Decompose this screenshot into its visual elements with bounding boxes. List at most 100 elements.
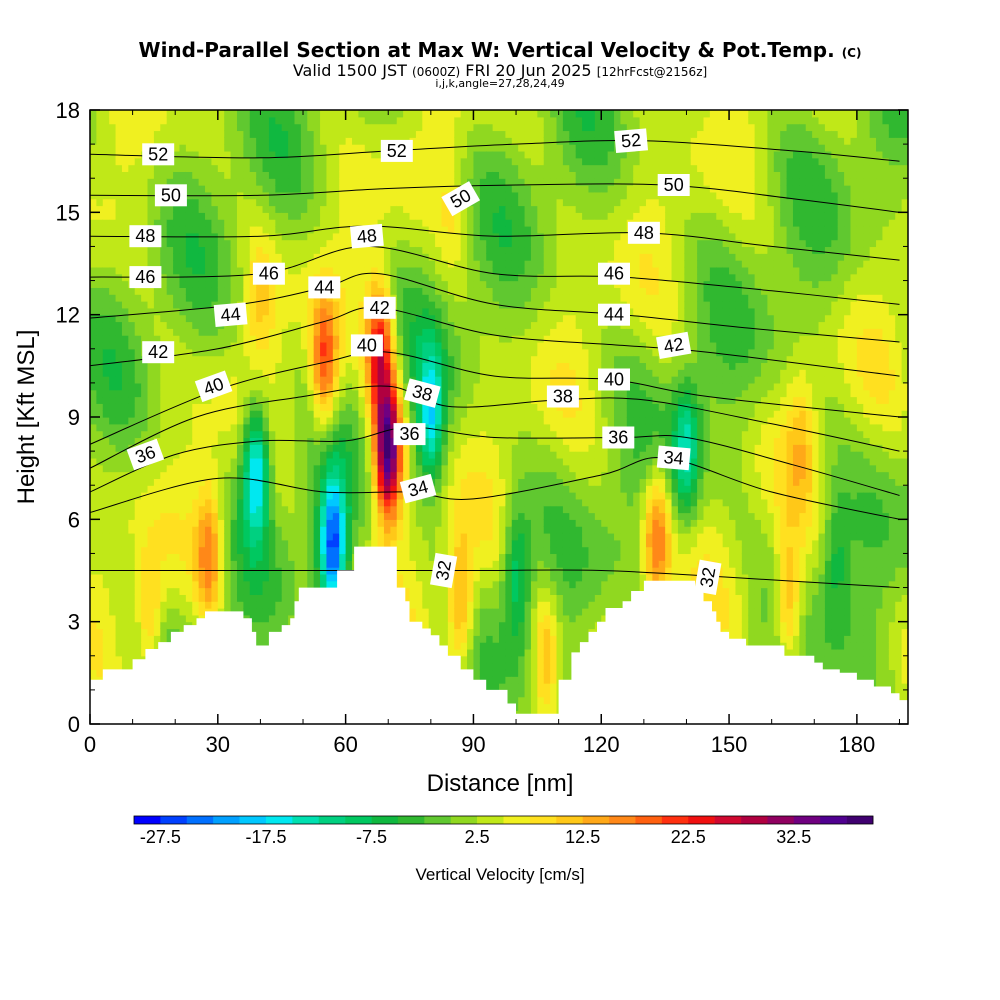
field-cell xyxy=(134,314,142,323)
field-cell xyxy=(211,437,219,445)
field-cell xyxy=(364,110,372,118)
field-cell xyxy=(288,246,296,254)
field-cell xyxy=(288,451,296,459)
field-cell xyxy=(415,287,423,295)
field-cell xyxy=(281,130,289,138)
field-cell xyxy=(428,608,436,616)
field-cell xyxy=(179,219,187,227)
field-cell xyxy=(115,137,123,145)
field-cell xyxy=(205,355,213,364)
field-cell xyxy=(141,505,149,514)
field-cell xyxy=(147,314,155,323)
field-cell xyxy=(173,587,181,595)
field-cell xyxy=(403,280,411,288)
field-cell xyxy=(275,498,283,507)
field-cell xyxy=(307,328,315,336)
field-cell xyxy=(262,164,270,172)
field-cell xyxy=(339,307,347,316)
field-cell xyxy=(102,546,110,555)
field-cell xyxy=(141,553,149,561)
field-cell xyxy=(166,444,174,452)
field-cell xyxy=(128,539,136,548)
field-cell xyxy=(179,123,187,132)
field-cell xyxy=(102,348,110,357)
field-cell xyxy=(371,321,379,329)
field-cell xyxy=(345,492,353,500)
field-cell xyxy=(198,198,206,207)
field-cell xyxy=(147,498,155,507)
field-cell xyxy=(256,498,264,507)
field-cell xyxy=(390,464,398,473)
field-cell xyxy=(396,328,404,336)
field-cell xyxy=(409,164,417,172)
field-cell xyxy=(281,260,289,268)
field-cell xyxy=(121,532,129,541)
field-cell xyxy=(160,396,168,404)
field-cell xyxy=(294,532,302,541)
field-cell xyxy=(217,280,225,288)
field-cell xyxy=(96,376,104,384)
field-cell xyxy=(403,335,411,343)
field-cell xyxy=(198,185,206,193)
field-cell xyxy=(217,512,225,520)
field-cell xyxy=(339,144,347,152)
field-cell xyxy=(102,587,110,595)
field-cell xyxy=(345,444,353,452)
field-cell xyxy=(364,437,372,445)
field-cell xyxy=(256,314,264,323)
field-cell xyxy=(403,301,411,309)
field-cell xyxy=(179,417,187,425)
field-cell xyxy=(390,246,398,254)
field-cell xyxy=(345,321,353,329)
field-cell xyxy=(230,328,238,336)
field-cell xyxy=(166,492,174,500)
field-cell xyxy=(141,314,149,323)
field-cell xyxy=(313,348,321,357)
field-cell xyxy=(121,321,129,329)
field-cell xyxy=(326,348,334,357)
field-cell xyxy=(268,553,276,561)
field-cell xyxy=(141,498,149,507)
field-cell xyxy=(345,287,353,295)
field-cell xyxy=(141,382,149,391)
field-cell xyxy=(422,130,430,138)
field-cell xyxy=(313,321,321,329)
field-cell xyxy=(383,198,391,207)
field-cell xyxy=(390,123,398,132)
field-cell xyxy=(224,260,232,268)
field-cell xyxy=(96,110,104,118)
field-cell xyxy=(90,478,97,486)
field-cell xyxy=(396,382,404,391)
field-cell xyxy=(102,417,110,425)
field-cell xyxy=(371,369,379,377)
field-cell xyxy=(96,362,104,370)
field-cell xyxy=(109,246,117,254)
field-cell xyxy=(256,478,264,486)
field-cell xyxy=(275,539,283,548)
field-cell xyxy=(262,444,270,452)
field-cell xyxy=(90,492,97,500)
field-cell xyxy=(352,178,360,186)
field-cell xyxy=(396,376,404,384)
field-cell xyxy=(364,219,372,227)
field-cell xyxy=(102,539,110,548)
field-cell xyxy=(160,539,168,548)
field-cell xyxy=(364,430,372,439)
field-cell xyxy=(313,505,321,514)
field-cell xyxy=(230,280,238,288)
field-cell xyxy=(192,212,200,220)
field-cell xyxy=(352,157,360,166)
field-cell xyxy=(249,573,257,582)
field-cell xyxy=(115,116,123,125)
field-cell xyxy=(396,498,404,507)
field-cell xyxy=(96,410,104,418)
field-cell xyxy=(166,205,174,213)
field-cell xyxy=(205,280,213,288)
field-cell xyxy=(332,471,340,479)
field-cell xyxy=(422,198,430,207)
field-cell xyxy=(275,212,283,220)
field-cell xyxy=(256,444,264,452)
field-cell xyxy=(102,389,110,398)
field-cell xyxy=(217,260,225,268)
field-cell xyxy=(307,519,315,527)
